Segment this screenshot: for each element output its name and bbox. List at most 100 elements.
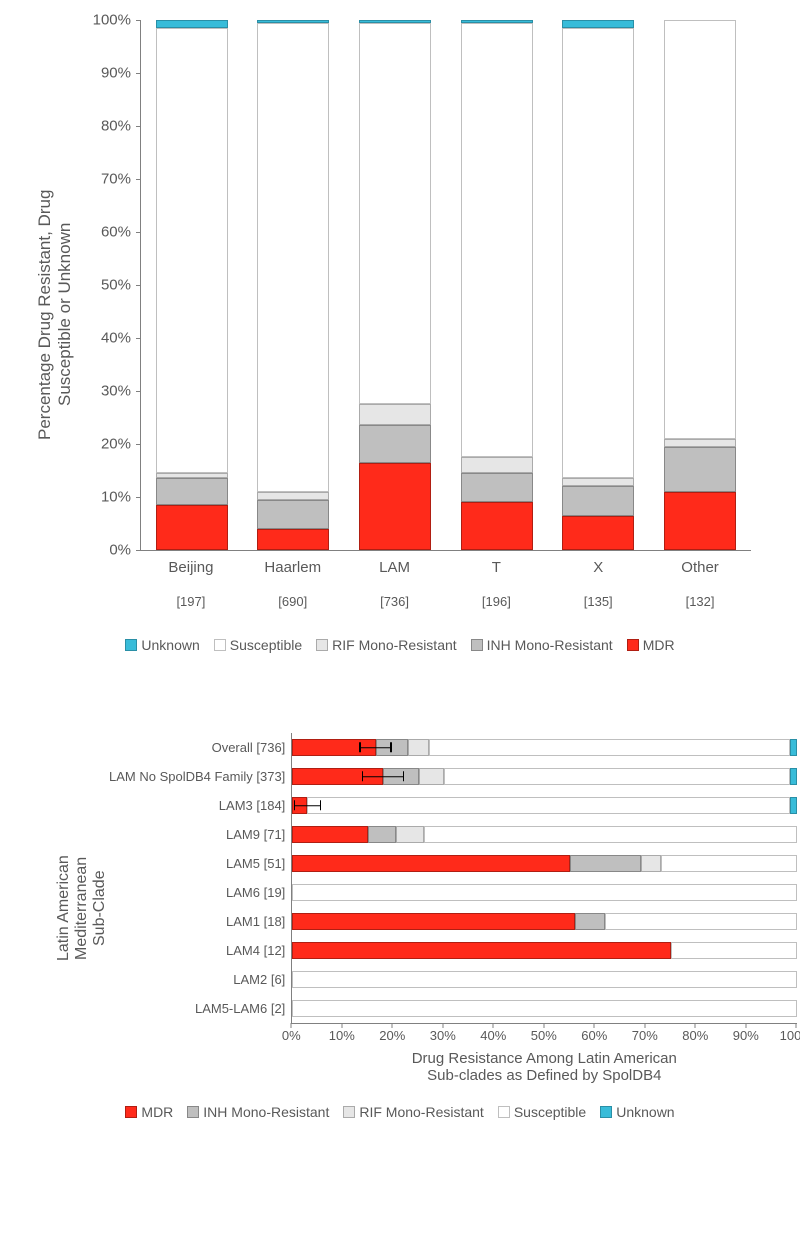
- chart1-segment-rif-mono-resistant: [257, 492, 329, 500]
- chart2-segment-susceptible: [292, 971, 797, 988]
- chart1-segment-mdr: [461, 502, 533, 550]
- legend-label: MDR: [141, 1104, 173, 1120]
- chart2-segment-susceptible: [661, 855, 797, 872]
- chart2-xaxis: 0%10%20%30%40%50%60%70%80%90%100%: [291, 1024, 796, 1044]
- chart2-container: Latin AmericanMediterraneanSub-Clade Ove…: [50, 733, 780, 1084]
- chart2-ylabel: LAM No SpolDB4 Family [373]: [109, 764, 285, 790]
- chart2-segment-susceptible: [292, 884, 797, 901]
- chart1-ytick: 0%: [81, 542, 131, 559]
- chart1-segment-unknown: [562, 20, 634, 28]
- legend-swatch: [316, 639, 328, 651]
- chart1-count: [132]: [664, 594, 736, 609]
- chart1-segment-rif-mono-resistant: [562, 478, 634, 486]
- chart1-yaxis-label: Percentage Drug Resistant, DrugSusceptib…: [30, 20, 80, 609]
- legend-swatch: [343, 1106, 355, 1118]
- legend-item: MDR: [125, 1104, 173, 1120]
- chart2-segment-susceptible: [292, 1000, 797, 1017]
- chart1-ytick: 10%: [81, 489, 131, 506]
- chart2-ylabel: LAM3 [184]: [109, 793, 285, 819]
- chart1-segment-susceptible: [359, 23, 431, 405]
- legend-label: Unknown: [616, 1104, 674, 1120]
- chart2-ylabel: LAM5-LAM6 [2]: [109, 996, 285, 1022]
- chart1-count: [736]: [359, 594, 431, 609]
- chart1-container: Percentage Drug Resistant, DrugSusceptib…: [20, 20, 780, 653]
- chart2-segment-mdr: [292, 855, 570, 872]
- chart1-count: [690]: [257, 594, 329, 609]
- chart2-segment-susceptible: [671, 942, 797, 959]
- chart2-segment-susceptible: [429, 739, 790, 756]
- chart1-segment-inh-mono-resistant: [562, 486, 634, 515]
- chart2-xtick: 0%: [282, 1028, 301, 1043]
- legend-item: Susceptible: [498, 1104, 586, 1120]
- chart2-segment-unknown: [790, 797, 798, 814]
- legend-label: Unknown: [141, 637, 199, 653]
- chart2-xaxis-label: Drug Resistance Among Latin AmericanSub-…: [291, 1050, 797, 1084]
- chart2-ylabel: LAM6 [19]: [109, 880, 285, 906]
- chart1-xtick: LAM: [359, 559, 431, 576]
- chart2-xtick: 30%: [430, 1028, 456, 1043]
- chart1-count: [135]: [562, 594, 634, 609]
- chart2-errorbar: [363, 776, 403, 778]
- chart2-bar: [292, 1000, 797, 1017]
- chart2-segment-mdr: [292, 942, 671, 959]
- legend-swatch: [498, 1106, 510, 1118]
- chart1-legend: UnknownSusceptibleRIF Mono-ResistantINH …: [20, 637, 780, 653]
- legend-label: MDR: [643, 637, 675, 653]
- chart1-bars: [141, 20, 751, 550]
- chart2-segment-susceptible: [605, 913, 797, 930]
- chart1-bar: [257, 20, 329, 550]
- chart2-ylabels: Overall [736]LAM No SpolDB4 Family [373]…: [109, 733, 291, 1023]
- chart2-segment-mdr: [292, 826, 368, 843]
- chart1-yticks: 0%10%20%30%40%50%60%70%80%90%100%: [86, 20, 136, 550]
- chart1-segment-inh-mono-resistant: [664, 447, 736, 492]
- chart1-segment-susceptible: [156, 28, 228, 473]
- chart1-plot: 0%10%20%30%40%50%60%70%80%90%100%: [140, 20, 751, 551]
- chart1-count: [196]: [460, 594, 532, 609]
- chart1-segment-inh-mono-resistant: [359, 425, 431, 462]
- chart1-segment-mdr: [664, 492, 736, 550]
- chart2-bar: [292, 913, 797, 930]
- chart2-ylabel: LAM9 [71]: [109, 822, 285, 848]
- chart1-bar: [562, 20, 634, 550]
- legend-item: INH Mono-Resistant: [471, 637, 613, 653]
- chart2-segment-rif-mono-resistant: [641, 855, 661, 872]
- chart1-ytick: 50%: [81, 277, 131, 294]
- chart1-xtick: Haarlem: [257, 559, 329, 576]
- chart2-bar: [292, 855, 797, 872]
- legend-label: Susceptible: [230, 637, 302, 653]
- chart2-ylabel: LAM2 [6]: [109, 967, 285, 993]
- chart1-segment-susceptible: [664, 20, 736, 439]
- chart2-bar: [292, 971, 797, 988]
- chart1-ytick: 30%: [81, 383, 131, 400]
- chart2-bar: [292, 739, 797, 756]
- chart2-errorbar: [295, 805, 320, 807]
- chart2-yaxis-label: Latin AmericanMediterraneanSub-Clade: [50, 733, 109, 1084]
- chart1-segment-inh-mono-resistant: [257, 500, 329, 529]
- legend-label: INH Mono-Resistant: [203, 1104, 329, 1120]
- chart2-ylabel: LAM4 [12]: [109, 938, 285, 964]
- chart1-ytick: 90%: [81, 65, 131, 82]
- chart2-plot: [291, 733, 797, 1024]
- chart2-bar: [292, 942, 797, 959]
- chart2-segment-mdr: [292, 913, 575, 930]
- legend-item: INH Mono-Resistant: [187, 1104, 329, 1120]
- chart2-segment-rif-mono-resistant: [396, 826, 424, 843]
- chart1-xtick: Other: [664, 559, 736, 576]
- chart2-ylabel: LAM1 [18]: [109, 909, 285, 935]
- chart1-ytick: 80%: [81, 118, 131, 135]
- chart1-segment-susceptible: [562, 28, 634, 479]
- legend-swatch: [187, 1106, 199, 1118]
- legend-swatch: [600, 1106, 612, 1118]
- chart1-segment-unknown: [156, 20, 228, 28]
- chart1-segment-rif-mono-resistant: [359, 404, 431, 425]
- chart2-legend: MDRINH Mono-ResistantRIF Mono-ResistantS…: [20, 1104, 780, 1120]
- chart2-xtick: 60%: [581, 1028, 607, 1043]
- legend-item: MDR: [627, 637, 675, 653]
- chart2-xtick: 10%: [329, 1028, 355, 1043]
- chart2-bars: [292, 733, 797, 1023]
- legend-swatch: [471, 639, 483, 651]
- chart1-ytick: 20%: [81, 436, 131, 453]
- chart2-segment-susceptible: [444, 768, 790, 785]
- chart1-xtick: T: [460, 559, 532, 576]
- chart1-segment-susceptible: [461, 23, 533, 458]
